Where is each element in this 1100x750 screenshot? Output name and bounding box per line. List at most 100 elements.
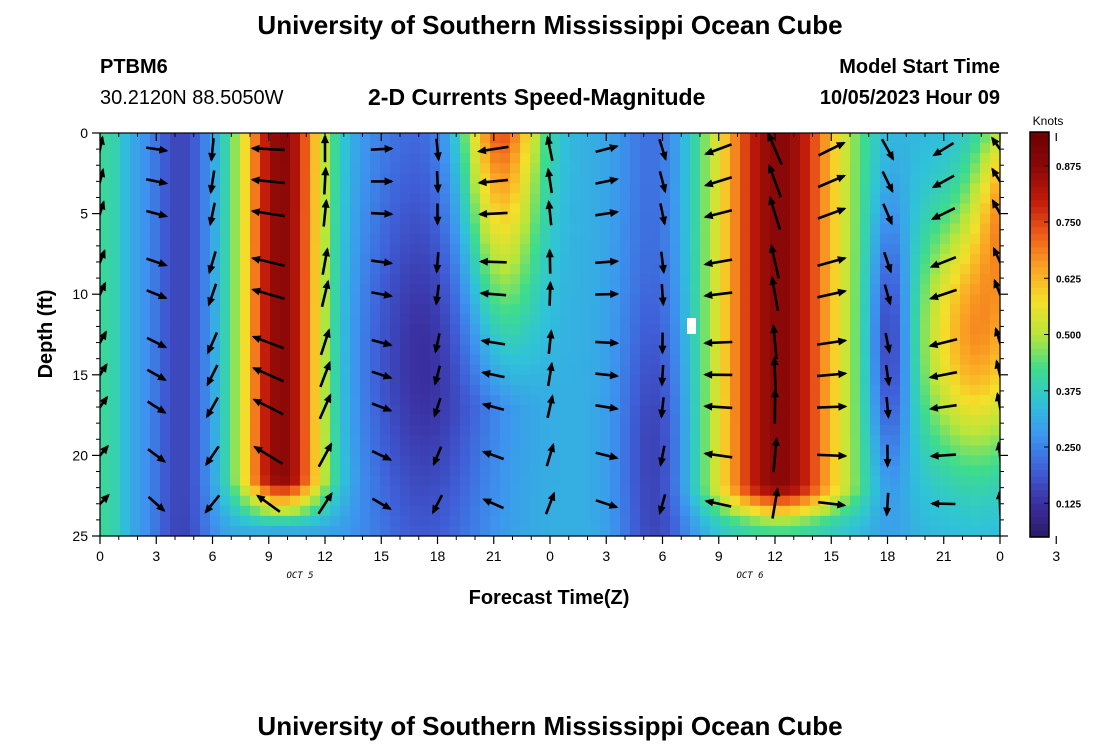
heat-cell	[930, 304, 941, 315]
heat-cell	[650, 485, 661, 497]
heat-cell	[190, 344, 201, 356]
heat-cell	[540, 455, 551, 467]
heat-cell	[720, 445, 731, 456]
heat-cell	[890, 294, 901, 305]
heat-cell	[640, 243, 651, 255]
heat-cell	[320, 415, 331, 426]
heat-cell	[350, 183, 361, 195]
heat-cell	[870, 394, 881, 406]
heat-cell	[110, 304, 121, 315]
heat-cell	[220, 193, 231, 205]
heat-cell	[460, 344, 471, 356]
heat-cell	[550, 213, 561, 225]
current-arrow	[817, 288, 847, 299]
heat-cell	[250, 133, 261, 144]
heat-cell	[770, 465, 781, 477]
heat-cell	[440, 213, 451, 225]
heat-cell	[170, 465, 181, 477]
heat-cell	[290, 485, 301, 497]
heat-cell	[570, 253, 581, 265]
heat-cell	[580, 435, 591, 446]
heat-cell	[590, 304, 601, 315]
heat-cell	[830, 193, 841, 205]
heat-cell	[550, 304, 561, 315]
heat-cell	[710, 475, 721, 487]
heat-cell	[930, 163, 941, 174]
heat-cell	[670, 133, 681, 144]
heat-cell	[200, 445, 211, 456]
heat-cell	[470, 485, 481, 497]
heat-cell	[570, 394, 581, 406]
heat-cell	[140, 455, 151, 467]
heat-cell	[520, 233, 531, 245]
heat-cell	[360, 415, 371, 426]
heat-cell	[240, 284, 251, 295]
heat-cell	[570, 354, 581, 366]
heat-cell	[960, 435, 971, 446]
heat-cell	[100, 233, 111, 245]
heat-cell	[540, 253, 551, 265]
heat-cell	[420, 495, 431, 507]
heat-cell	[650, 475, 661, 487]
current-arrow	[703, 208, 733, 220]
heat-cell	[950, 344, 961, 356]
heat-cell	[380, 354, 391, 366]
heat-cell	[980, 394, 991, 406]
heat-cell	[570, 384, 581, 396]
heat-cell	[590, 284, 601, 295]
colorbar-segment	[1030, 334, 1049, 342]
heat-cell	[840, 425, 851, 436]
heat-cell	[100, 435, 111, 446]
heat-cell	[740, 354, 751, 366]
heat-cell	[640, 364, 651, 376]
heat-cell	[660, 515, 671, 527]
heat-cell	[720, 364, 731, 376]
heat-cell	[660, 274, 671, 285]
heat-cell	[800, 183, 811, 195]
heat-cell	[870, 344, 881, 356]
heat-cell	[160, 485, 171, 497]
heat-cell	[390, 284, 401, 295]
heat-cell	[170, 425, 181, 436]
heat-cell	[210, 344, 221, 356]
heat-cell	[360, 515, 371, 527]
heat-cell	[120, 344, 131, 356]
heat-cell	[590, 364, 601, 376]
heat-cell	[290, 193, 301, 205]
heat-cell	[260, 294, 271, 305]
heat-cell	[810, 364, 821, 376]
heat-cell	[230, 193, 241, 205]
heat-cell	[890, 344, 901, 356]
current-arrow	[703, 338, 733, 347]
heat-cell	[920, 344, 931, 356]
heat-cell	[750, 415, 761, 426]
heat-cell	[620, 223, 631, 235]
heat-cell	[840, 364, 851, 376]
heat-cell	[590, 163, 601, 174]
heat-cell	[360, 334, 371, 346]
heat-cell	[770, 475, 781, 487]
heat-cell	[190, 263, 201, 275]
heat-cell	[290, 263, 301, 275]
heat-cell	[960, 485, 971, 497]
heat-cell	[270, 314, 281, 326]
heat-cell	[640, 405, 651, 416]
heat-cell	[210, 405, 221, 416]
heat-cell	[510, 133, 521, 144]
heat-cell	[200, 465, 211, 477]
heat-cell	[860, 394, 871, 406]
heat-cell	[830, 223, 841, 235]
heat-cell	[410, 314, 421, 326]
heat-cell	[110, 495, 121, 507]
heat-cell	[220, 324, 231, 336]
heat-cell	[470, 455, 481, 467]
current-arrow	[658, 283, 667, 307]
heat-cell	[630, 163, 641, 174]
heat-cell	[350, 425, 361, 436]
heat-cell	[870, 405, 881, 416]
heat-cell	[470, 314, 481, 326]
heat-cell	[350, 495, 361, 507]
heat-cell	[460, 334, 471, 346]
heat-cell	[520, 314, 531, 326]
